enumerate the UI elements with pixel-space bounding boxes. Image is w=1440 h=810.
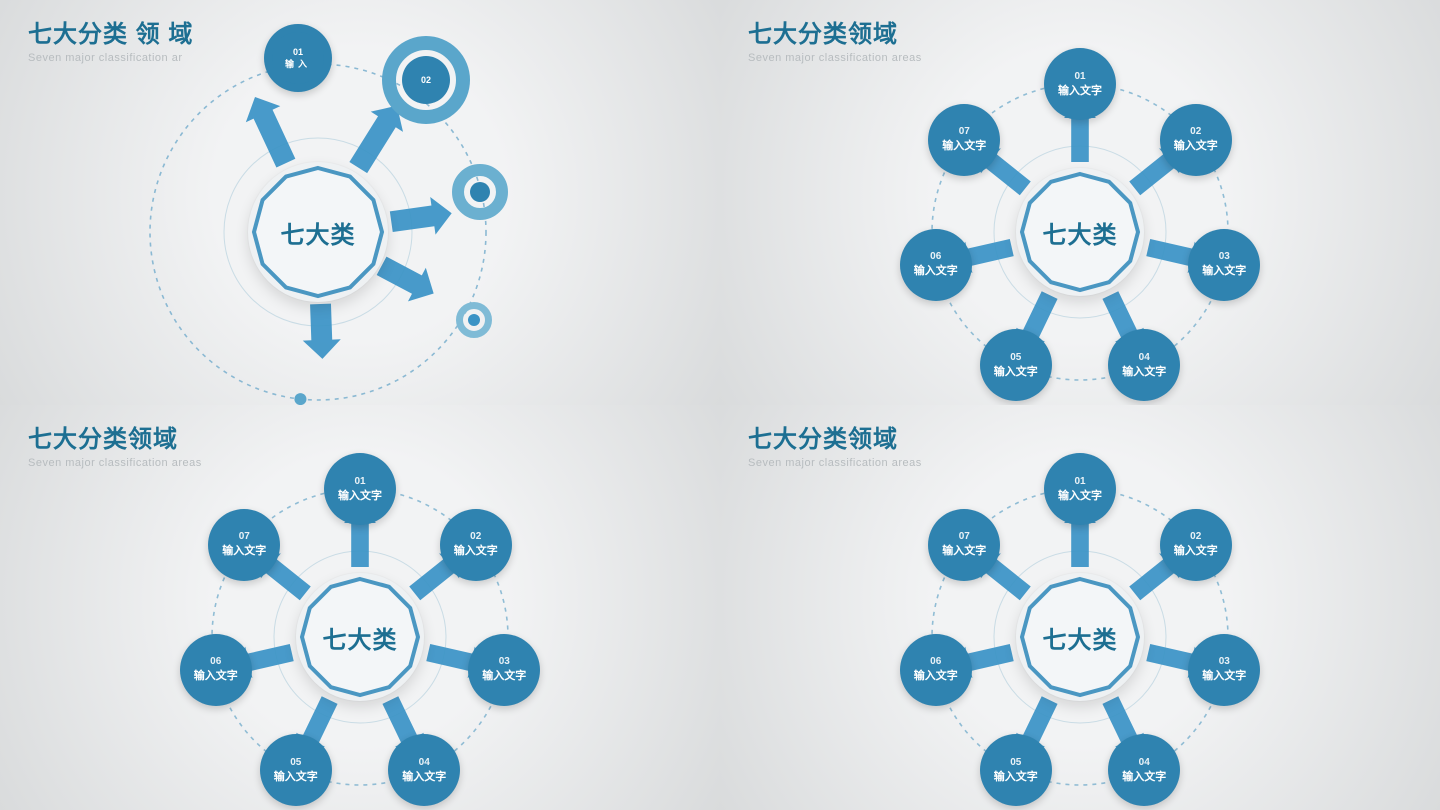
category-node-number: 03 bbox=[499, 656, 510, 667]
category-node: 05输入文字 bbox=[980, 734, 1052, 806]
category-node-number: 02 bbox=[1190, 531, 1201, 542]
forming-node-number: 01 bbox=[293, 47, 303, 57]
category-node: 07输入文字 bbox=[928, 104, 1000, 176]
forming-node-core bbox=[470, 182, 490, 202]
category-node: 01输入文字 bbox=[324, 453, 396, 525]
hub-label: 七大类 bbox=[323, 620, 398, 655]
category-node-label: 输入文字 bbox=[1058, 82, 1102, 98]
category-node: 03输入文字 bbox=[468, 634, 540, 706]
category-node: 02输入文字 bbox=[1160, 509, 1232, 581]
category-node-number: 04 bbox=[1139, 757, 1150, 768]
category-node-number: 07 bbox=[959, 126, 970, 137]
category-node-number: 05 bbox=[1010, 757, 1021, 768]
category-node-number: 01 bbox=[1074, 476, 1085, 487]
category-node-number: 06 bbox=[930, 251, 941, 262]
forming-node-core bbox=[468, 314, 480, 326]
category-node-number: 06 bbox=[210, 656, 221, 667]
category-node: 05输入文字 bbox=[980, 329, 1052, 401]
category-node: 06输入文字 bbox=[900, 229, 972, 301]
category-node: 07输入文字 bbox=[208, 509, 280, 581]
category-node-number: 01 bbox=[1074, 71, 1085, 82]
category-node-label: 输入文字 bbox=[1202, 667, 1246, 683]
forming-node-number: 02 bbox=[421, 75, 431, 85]
category-node: 05输入文字 bbox=[260, 734, 332, 806]
category-node-label: 输入文字 bbox=[994, 363, 1038, 379]
center-hub: 七大类 bbox=[1016, 168, 1144, 296]
panel-top-right: 七大分类领域Seven major classification areas01… bbox=[720, 0, 1440, 405]
category-node: 02输入文字 bbox=[1160, 104, 1232, 176]
center-hub: 七大类 bbox=[1016, 573, 1144, 701]
category-node-label: 输入文字 bbox=[402, 768, 446, 784]
category-node: 06输入文字 bbox=[180, 634, 252, 706]
panel-bottom-left: 七大分类领域Seven major classification areas01… bbox=[0, 405, 720, 810]
category-node-label: 输入文字 bbox=[338, 487, 382, 503]
hub-label: 七大类 bbox=[1043, 215, 1118, 250]
category-node-label: 输入文字 bbox=[1122, 768, 1166, 784]
category-node-number: 01 bbox=[354, 476, 365, 487]
category-node-number: 05 bbox=[1010, 352, 1021, 363]
category-node-number: 02 bbox=[1190, 126, 1201, 137]
category-node: 07输入文字 bbox=[928, 509, 1000, 581]
category-node-label: 输入文字 bbox=[1058, 487, 1102, 503]
category-node-label: 输入文字 bbox=[482, 667, 526, 683]
panel-top-left: 七大分类 领 域Seven major classification ar七大类… bbox=[0, 0, 720, 405]
infographic-grid: 七大分类 领 域Seven major classification ar七大类… bbox=[0, 0, 1440, 810]
hub-label: 七大类 bbox=[281, 215, 356, 250]
forming-node-core: 02 bbox=[402, 56, 450, 104]
category-node-label: 输入文字 bbox=[914, 262, 958, 278]
category-node: 02输入文字 bbox=[440, 509, 512, 581]
center-hub: 七大类 bbox=[296, 573, 424, 701]
category-node-number: 04 bbox=[1139, 352, 1150, 363]
category-node-label: 输入文字 bbox=[942, 137, 986, 153]
center-hub: 七大类 bbox=[248, 162, 388, 302]
hub-label: 七大类 bbox=[1043, 620, 1118, 655]
category-node-label: 输入文字 bbox=[1122, 363, 1166, 379]
category-node-number: 03 bbox=[1219, 251, 1230, 262]
category-node-label: 输入文字 bbox=[1174, 542, 1218, 558]
category-node-number: 02 bbox=[470, 531, 481, 542]
category-node: 06输入文字 bbox=[900, 634, 972, 706]
category-node: 01输入文字 bbox=[1044, 48, 1116, 120]
forming-node-core: 01输入 bbox=[272, 32, 324, 84]
category-node: 01输入文字 bbox=[1044, 453, 1116, 525]
category-node: 03输入文字 bbox=[1188, 634, 1260, 706]
category-node-label: 输入文字 bbox=[942, 542, 986, 558]
category-node-label: 输入文字 bbox=[274, 768, 318, 784]
category-node-number: 03 bbox=[1219, 656, 1230, 667]
forming-node-label: 输入 bbox=[285, 57, 311, 70]
panel-bottom-right: 七大分类领域Seven major classification areas01… bbox=[720, 405, 1440, 810]
category-node-label: 输入文字 bbox=[914, 667, 958, 683]
category-node-label: 输入文字 bbox=[222, 542, 266, 558]
category-node-label: 输入文字 bbox=[1174, 137, 1218, 153]
category-node-label: 输入文字 bbox=[454, 542, 498, 558]
category-node-label: 输入文字 bbox=[994, 768, 1038, 784]
category-node-number: 07 bbox=[239, 531, 250, 542]
category-node-label: 输入文字 bbox=[194, 667, 238, 683]
category-node-label: 输入文字 bbox=[1202, 262, 1246, 278]
category-node-number: 06 bbox=[930, 656, 941, 667]
category-node-number: 05 bbox=[290, 757, 301, 768]
category-node-number: 04 bbox=[419, 757, 430, 768]
category-node: 03输入文字 bbox=[1188, 229, 1260, 301]
category-node-number: 07 bbox=[959, 531, 970, 542]
